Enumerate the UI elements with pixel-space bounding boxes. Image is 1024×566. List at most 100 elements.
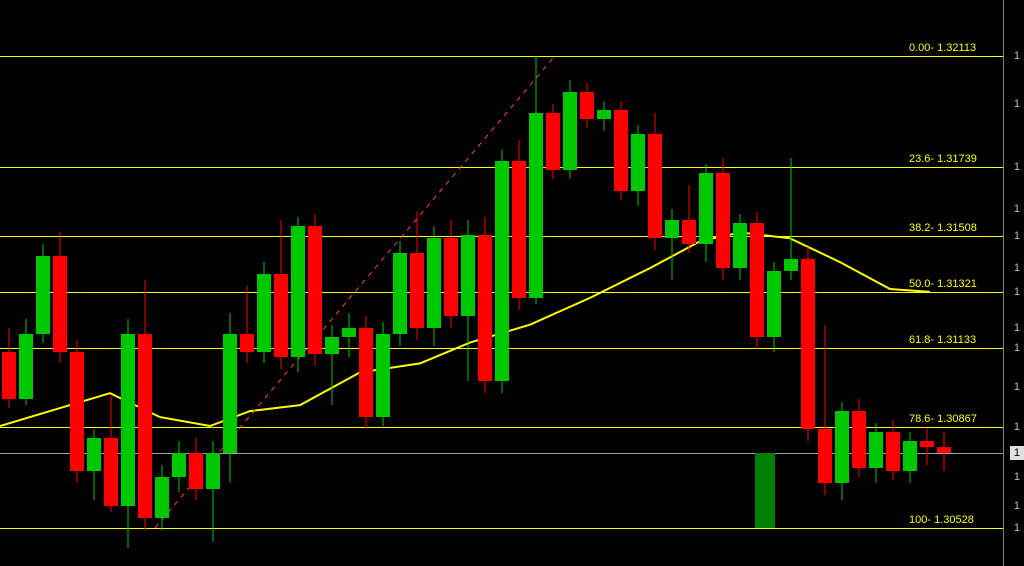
candle[interactable] (903, 0, 917, 566)
candle-body (903, 441, 917, 471)
candle-body (70, 352, 84, 471)
candle-body (410, 253, 424, 327)
price-tick: 1 (1014, 230, 1020, 242)
candle-body (852, 411, 866, 468)
candle-body (716, 173, 730, 268)
candle-body (461, 235, 475, 315)
price-tick: 1 (1014, 98, 1020, 110)
candle[interactable] (801, 0, 815, 566)
candle[interactable] (682, 0, 696, 566)
candlestick-chart[interactable]: 0.00- 1.3211323.6- 1.3173938.2- 1.315085… (0, 0, 1024, 566)
candle[interactable] (835, 0, 849, 566)
candle-body (563, 92, 577, 169)
candle-body (206, 453, 220, 489)
candle[interactable] (189, 0, 203, 566)
current-price-box: 1 (1010, 446, 1024, 460)
price-tick: 1 (1014, 286, 1020, 298)
candle[interactable] (529, 0, 543, 566)
candle-body (342, 328, 356, 337)
candle-body (495, 161, 509, 381)
candle[interactable] (206, 0, 220, 566)
candle[interactable] (495, 0, 509, 566)
price-tick: 1 (1014, 50, 1020, 62)
candle[interactable] (308, 0, 322, 566)
candle[interactable] (121, 0, 135, 566)
candle[interactable] (257, 0, 271, 566)
candle-body (223, 334, 237, 453)
candle[interactable] (325, 0, 339, 566)
candle[interactable] (172, 0, 186, 566)
candle-body (291, 226, 305, 357)
candle-body (869, 432, 883, 468)
candle-body (937, 447, 951, 453)
price-tick: 1 (1014, 262, 1020, 274)
candle[interactable] (274, 0, 288, 566)
candle-body (529, 113, 543, 298)
candle[interactable] (852, 0, 866, 566)
candle[interactable] (784, 0, 798, 566)
candle[interactable] (750, 0, 764, 566)
candle[interactable] (223, 0, 237, 566)
candle[interactable] (359, 0, 373, 566)
candle[interactable] (376, 0, 390, 566)
candle[interactable] (393, 0, 407, 566)
candle[interactable] (767, 0, 781, 566)
candle[interactable] (920, 0, 934, 566)
candle[interactable] (580, 0, 594, 566)
candle-wick (247, 286, 248, 363)
candle[interactable] (597, 0, 611, 566)
candle[interactable] (546, 0, 560, 566)
candle[interactable] (478, 0, 492, 566)
price-tick: 1 (1014, 161, 1020, 173)
candle-body (580, 92, 594, 119)
candle-body (19, 334, 33, 400)
price-tick: 1 (1014, 471, 1020, 483)
candle[interactable] (886, 0, 900, 566)
candle[interactable] (699, 0, 713, 566)
candle[interactable] (444, 0, 458, 566)
price-tick: 1 (1014, 522, 1020, 534)
candle[interactable] (869, 0, 883, 566)
candle[interactable] (138, 0, 152, 566)
candle-body (750, 223, 764, 336)
candle[interactable] (53, 0, 67, 566)
candle[interactable] (240, 0, 254, 566)
candle-body (597, 110, 611, 119)
candle[interactable] (2, 0, 16, 566)
candle[interactable] (461, 0, 475, 566)
price-tick: 1 (1014, 500, 1020, 512)
candle[interactable] (410, 0, 424, 566)
candle[interactable] (563, 0, 577, 566)
candle[interactable] (104, 0, 118, 566)
candle-body (240, 334, 254, 352)
candle[interactable] (614, 0, 628, 566)
candle-body (818, 429, 832, 483)
candle[interactable] (70, 0, 84, 566)
candle[interactable] (512, 0, 526, 566)
candle-body (393, 253, 407, 333)
candle[interactable] (733, 0, 747, 566)
candle-body (376, 334, 390, 417)
candle[interactable] (291, 0, 305, 566)
candle[interactable] (427, 0, 441, 566)
candle[interactable] (648, 0, 662, 566)
candle-body (614, 110, 628, 190)
candle-body (733, 223, 747, 268)
candle[interactable] (87, 0, 101, 566)
candle-body (427, 238, 441, 327)
candle-body (699, 173, 713, 244)
candle[interactable] (36, 0, 50, 566)
candle[interactable] (155, 0, 169, 566)
candle-body (767, 271, 781, 337)
candle[interactable] (665, 0, 679, 566)
candle[interactable] (342, 0, 356, 566)
candle[interactable] (716, 0, 730, 566)
candle-body (359, 328, 373, 417)
candle[interactable] (818, 0, 832, 566)
candle[interactable] (19, 0, 33, 566)
candle-body (172, 453, 186, 477)
candle-body (138, 334, 152, 519)
candle-body (325, 337, 339, 355)
candle[interactable] (937, 0, 951, 566)
candle[interactable] (631, 0, 645, 566)
